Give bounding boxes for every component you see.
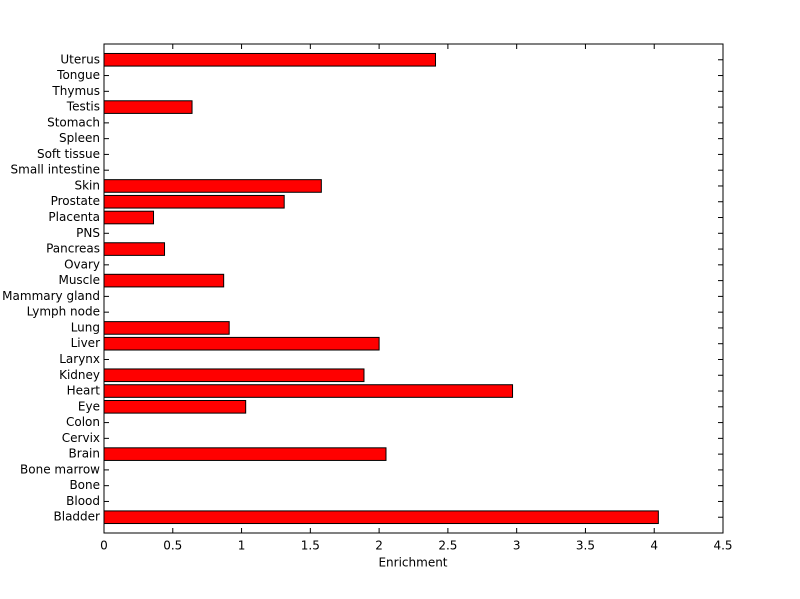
- x-tick-label: 2.5: [438, 539, 457, 553]
- y-tick-label: Bone: [69, 478, 100, 492]
- y-tick-label: Cervix: [62, 431, 100, 445]
- y-tick-label: Bone marrow: [20, 462, 100, 476]
- y-tick-label: Brain: [69, 447, 100, 461]
- bar: [103, 510, 659, 525]
- y-tick-label: Stomach: [47, 115, 100, 129]
- x-tick-label: 0.5: [163, 539, 182, 553]
- y-tick-label: Spleen: [59, 131, 100, 145]
- x-tick-label: 1.5: [301, 539, 320, 553]
- bar: [103, 52, 437, 67]
- bar: [103, 336, 380, 351]
- plot-frame: [103, 43, 724, 534]
- bar: [103, 210, 155, 225]
- bar: [103, 242, 166, 256]
- x-tick-label: 1: [238, 539, 246, 553]
- y-tick-label: Mammary gland: [2, 289, 100, 303]
- y-tick-label: Colon: [66, 415, 100, 429]
- bar: [103, 368, 365, 383]
- x-tick-label: 0: [100, 539, 108, 553]
- y-tick-label: Lymph node: [27, 305, 100, 319]
- bar: [103, 384, 514, 398]
- x-tick-label: 4.5: [713, 539, 732, 553]
- bar: [103, 179, 322, 193]
- y-tick-label: Pancreas: [46, 242, 100, 256]
- y-tick-label: Soft tissue: [37, 147, 100, 161]
- bar: [103, 321, 230, 335]
- y-tick-label: Thymus: [51, 84, 100, 98]
- y-tick-label: Liver: [71, 336, 101, 350]
- bar: [103, 100, 193, 114]
- x-tick-label: 2: [375, 539, 383, 553]
- y-tick-label: Blood: [66, 494, 100, 508]
- y-tick-label: Bladder: [54, 510, 101, 524]
- y-tick-label: Small intestine: [11, 163, 100, 177]
- x-axis-label: Enrichment: [378, 556, 447, 570]
- y-tick-label: Kidney: [59, 368, 100, 382]
- x-tick-label: 3.5: [576, 539, 595, 553]
- y-tick-label: Lung: [71, 320, 100, 334]
- y-tick-label: Uterus: [60, 52, 100, 66]
- y-tick-label: Eye: [78, 399, 100, 413]
- y-tick-label: Prostate: [51, 194, 100, 208]
- x-tick-label: 4: [650, 539, 658, 553]
- y-tick-label: Placenta: [48, 210, 100, 224]
- y-tick-label: Tongue: [56, 68, 100, 82]
- y-tick-label: Ovary: [64, 257, 100, 271]
- x-tick-label: 3: [513, 539, 521, 553]
- bar: [103, 194, 285, 209]
- y-tick-label: Heart: [67, 384, 101, 398]
- y-tick-label: Skin: [74, 178, 100, 192]
- bar: [103, 399, 247, 414]
- y-tick-label: PNS: [76, 226, 100, 240]
- y-tick-label: Testis: [66, 100, 100, 114]
- bar: [103, 447, 387, 461]
- y-tick-label: Muscle: [58, 273, 100, 287]
- bar: [103, 273, 225, 288]
- y-tick-label: Larynx: [59, 352, 100, 366]
